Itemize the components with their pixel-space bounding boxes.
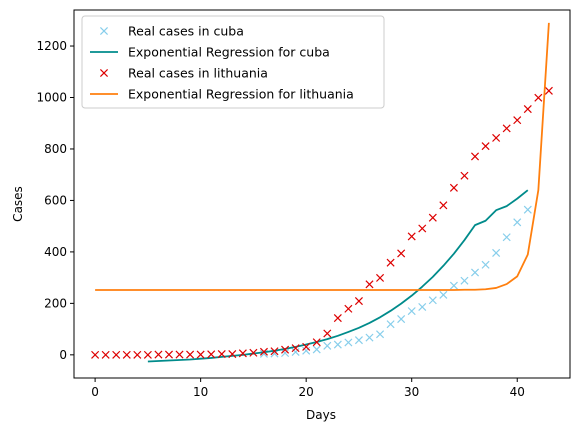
data-point-real-cases-in-lithuania	[112, 350, 121, 359]
legend-marker-swatch	[99, 26, 109, 36]
data-point-real-cases-in-lithuania	[460, 171, 469, 180]
data-point-real-cases-in-cuba	[323, 341, 332, 350]
data-point-real-cases-in-cuba	[513, 218, 522, 227]
data-point-real-cases-in-cuba	[439, 290, 448, 299]
data-point-real-cases-in-lithuania	[238, 349, 247, 358]
y-axis-label: Cases	[11, 186, 25, 222]
data-point-real-cases-in-lithuania	[259, 347, 268, 356]
data-point-real-cases-in-lithuania	[492, 133, 501, 142]
y-tick-label: 800	[44, 142, 67, 156]
y-tick-label: 400	[44, 245, 67, 259]
data-point-real-cases-in-lithuania	[365, 280, 374, 289]
series-exponential-regression-for-cuba	[147, 189, 529, 363]
x-tick-label: 40	[510, 385, 525, 399]
data-point-real-cases-in-lithuania	[133, 350, 142, 359]
legend-entry-label: Real cases in cuba	[128, 24, 244, 39]
data-point-real-cases-in-cuba	[481, 260, 490, 269]
series-exponential-regression-for-lithuania	[95, 22, 550, 291]
data-point-real-cases-in-lithuania	[91, 350, 100, 359]
data-point-real-cases-in-cuba	[407, 307, 416, 316]
data-point-real-cases-in-lithuania	[143, 350, 152, 359]
data-point-real-cases-in-cuba	[460, 276, 469, 285]
data-point-real-cases-in-cuba	[386, 320, 395, 329]
y-tick-label: 600	[44, 193, 67, 207]
data-point-real-cases-in-lithuania	[418, 224, 427, 233]
data-point-real-cases-in-lithuania	[196, 350, 205, 359]
data-point-real-cases-in-lithuania	[228, 350, 237, 359]
data-point-real-cases-in-lithuania	[164, 350, 174, 359]
data-point-real-cases-in-cuba	[492, 248, 501, 257]
legend: Real cases in cuba Exponential Regression…	[81, 15, 385, 109]
data-point-real-cases-in-lithuania	[376, 273, 385, 282]
data-point-real-cases-in-lithuania	[449, 183, 458, 192]
plot-area	[91, 22, 553, 363]
data-point-real-cases-in-lithuania	[544, 86, 553, 95]
data-point-real-cases-in-lithuania	[270, 347, 279, 356]
data-point-real-cases-in-lithuania	[386, 258, 395, 267]
data-point-real-cases-in-lithuania	[344, 304, 353, 313]
data-point-real-cases-in-cuba	[428, 296, 437, 305]
y-tick-label: 1200	[36, 39, 67, 53]
legend-box	[81, 15, 385, 109]
legend-entry-label: Real cases in lithuania	[128, 66, 268, 81]
data-point-real-cases-in-lithuania	[333, 314, 342, 323]
data-point-real-cases-in-lithuania	[428, 213, 437, 222]
data-point-real-cases-in-cuba	[523, 205, 532, 214]
data-point-real-cases-in-cuba	[418, 302, 427, 311]
x-tick-label: 10	[193, 385, 208, 399]
data-point-real-cases-in-cuba	[354, 336, 363, 345]
data-point-real-cases-in-lithuania	[502, 124, 511, 133]
y-tick-label: 1000	[36, 90, 67, 104]
data-point-real-cases-in-lithuania	[470, 152, 480, 161]
data-point-real-cases-in-lithuania	[323, 329, 332, 338]
data-point-real-cases-in-lithuania	[217, 350, 226, 359]
data-point-real-cases-in-lithuania	[122, 350, 131, 359]
data-point-real-cases-in-cuba	[502, 233, 511, 242]
data-point-real-cases-in-cuba	[344, 338, 353, 347]
legend-entry-label: Exponential Regression for cuba	[128, 45, 330, 60]
data-point-real-cases-in-cuba	[333, 340, 342, 349]
data-point-real-cases-in-cuba	[376, 330, 385, 339]
data-point-real-cases-in-lithuania	[354, 297, 363, 306]
axes-frame	[73, 9, 571, 379]
series-line-exponential-regression-for-lithuania	[95, 22, 550, 291]
data-point-real-cases-in-lithuania	[523, 105, 532, 114]
legend-entry-label: Exponential Regression for lithuania	[128, 87, 354, 102]
data-point-real-cases-in-lithuania	[312, 338, 321, 347]
data-point-real-cases-in-lithuania	[291, 344, 300, 353]
data-point-real-cases-in-cuba	[312, 345, 321, 354]
data-point-real-cases-in-lithuania	[407, 232, 416, 241]
data-point-real-cases-in-cuba	[291, 347, 300, 357]
data-point-real-cases-in-lithuania	[534, 93, 543, 102]
data-point-real-cases-in-cuba	[302, 346, 311, 355]
data-point-real-cases-in-lithuania	[249, 348, 258, 357]
data-point-real-cases-in-lithuania	[439, 201, 448, 210]
data-point-real-cases-in-lithuania	[397, 249, 406, 258]
data-point-real-cases-in-lithuania	[207, 350, 216, 359]
x-tick-label: 20	[299, 385, 314, 399]
data-point-real-cases-in-lithuania	[513, 116, 522, 125]
data-point-real-cases-in-cuba	[470, 268, 480, 277]
data-point-real-cases-in-lithuania	[101, 350, 110, 359]
data-point-real-cases-in-cuba	[397, 315, 406, 324]
data-point-real-cases-in-cuba	[365, 333, 374, 342]
series-real-cases-in-lithuania	[91, 86, 553, 359]
x-tick-label: 30	[404, 385, 419, 399]
data-point-real-cases-in-lithuania	[281, 345, 290, 354]
data-point-real-cases-in-cuba	[449, 281, 458, 290]
data-point-real-cases-in-lithuania	[481, 142, 490, 151]
data-point-real-cases-in-lithuania	[154, 350, 163, 359]
data-point-real-cases-in-lithuania	[186, 350, 195, 359]
x-tick-label: 0	[91, 385, 99, 399]
x-axis-label: Days	[306, 408, 336, 422]
data-point-real-cases-in-lithuania	[302, 342, 311, 351]
series-line-exponential-regression-for-cuba	[147, 189, 529, 363]
data-point-real-cases-in-cuba	[281, 349, 290, 358]
y-tick-label: 200	[44, 296, 67, 310]
data-point-real-cases-in-lithuania	[175, 350, 184, 359]
legend-marker-swatch	[99, 68, 109, 78]
y-tick-label: 0	[59, 348, 67, 362]
